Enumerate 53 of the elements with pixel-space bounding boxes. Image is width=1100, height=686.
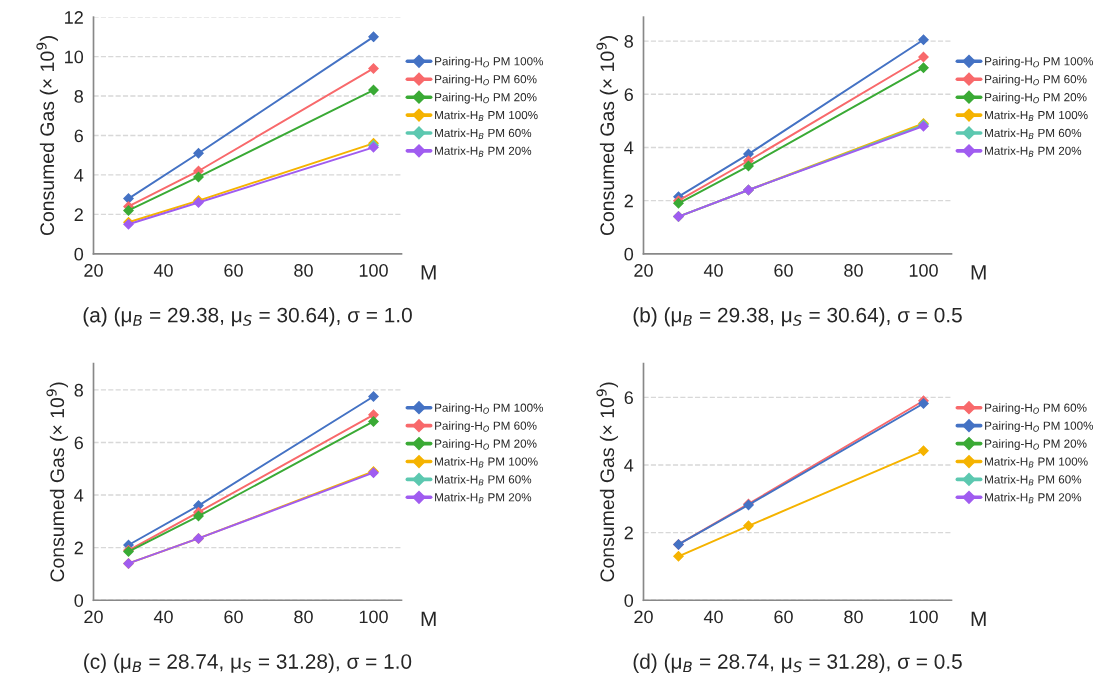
x-tick-label: 40	[153, 610, 173, 624]
x-tick-label: 40	[703, 610, 723, 624]
y-tick-label: 6	[74, 436, 83, 450]
y-tick-label: 4	[624, 141, 634, 154]
y-tick-label: 4	[74, 489, 84, 502]
x-tick-label: 100	[359, 264, 388, 277]
y-tick-label: 8	[74, 383, 83, 397]
y-tick-label: 6	[624, 88, 633, 101]
y-axis-title: Consumed Gas (× 10$^{9}$)	[46, 382, 68, 582]
y-axis-title: Consumed Gas (× 10$^{9}$)	[36, 36, 58, 236]
x-tick-label: 20	[84, 610, 103, 624]
x-axis-title: M	[971, 611, 986, 626]
y-tick-label: 2	[624, 526, 633, 540]
text: (a) (μ$_{B}$ = 29.38, μ$_{S}$ = 30.64), σ = 1.0	[83, 307, 412, 327]
y-tick-label: 6	[624, 391, 633, 405]
x-tick-label: 40	[703, 264, 723, 277]
x-tick-label: 60	[224, 610, 243, 624]
y-tick-label: 12	[65, 11, 83, 24]
y-tick-label: 10	[65, 50, 84, 64]
x-axis-title: M	[421, 265, 436, 280]
y-tick-label: 2	[74, 541, 83, 555]
y-tick-label: 0	[74, 594, 84, 607]
y-tick-label: 0	[624, 594, 634, 607]
x-axis-title: M	[421, 611, 436, 626]
x-tick-label: 20	[634, 610, 653, 624]
x-tick-label: 60	[774, 610, 793, 624]
text: (c) (μ$_{B}$ = 28.74, μ$_{S}$ = 31.28), σ = 1.0	[84, 653, 412, 673]
x-axis-title: M	[971, 265, 986, 280]
x-tick-label: 60	[224, 264, 243, 277]
y-tick-label: 4	[624, 459, 634, 472]
x-tick-label: 20	[634, 264, 653, 277]
x-tick-label: 80	[294, 264, 313, 277]
y-tick-label: 8	[74, 89, 83, 103]
x-tick-label: 100	[359, 610, 388, 624]
y-tick-label: 2	[624, 194, 633, 208]
y-tick-label: 6	[74, 129, 83, 143]
x-tick-label: 80	[844, 264, 863, 277]
x-tick-label: 80	[294, 610, 313, 624]
y-tick-label: 0	[624, 247, 634, 261]
x-tick-label: 100	[909, 610, 938, 624]
x-tick-label: 40	[153, 264, 173, 277]
x-tick-label: 60	[774, 264, 793, 277]
y-axis-title: Consumed Gas (× 10$^{9}$)	[596, 382, 618, 582]
text: (b) (μ$_{B}$ = 29.38, μ$_{S}$ = 30.64), σ = 0.5	[633, 307, 962, 327]
text: (d) (μ$_{B}$ = 28.74, μ$_{S}$ = 31.28), σ = 0.5	[633, 653, 962, 673]
y-tick-label: 4	[74, 169, 84, 182]
y-tick-label: 8	[624, 35, 633, 48]
x-tick-label: 100	[909, 264, 938, 277]
y-tick-label: 0	[74, 247, 84, 261]
x-tick-label: 80	[844, 610, 863, 624]
y-tick-label: 2	[74, 208, 83, 221]
x-tick-label: 20	[84, 264, 103, 277]
y-axis-title: Consumed Gas (× 10$^{9}$)	[596, 36, 618, 236]
